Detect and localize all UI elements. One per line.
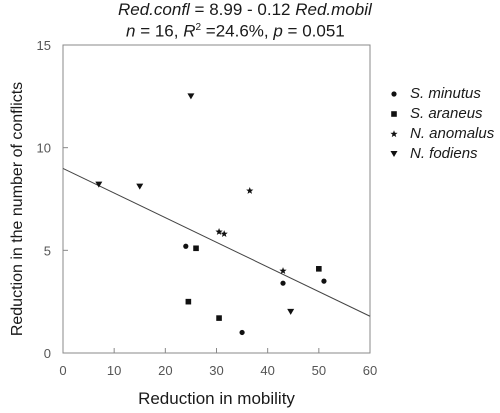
x-tick-label: 60: [363, 363, 377, 378]
regression-equation: Red.confl = 8.99 - 0.12 Red.mobil: [118, 0, 500, 20]
data-point-star: [279, 267, 287, 274]
x-axis-label: Reduction in mobility: [138, 389, 295, 408]
legend-label: S. araneus: [410, 105, 483, 122]
data-point-circle: [239, 329, 245, 336]
stats-n: n: [126, 21, 136, 41]
stats-r-value: =24.6%,: [201, 21, 274, 41]
equation-mid: = 8.99 - 0.12: [189, 0, 296, 19]
legend-label: N. anomalus: [410, 125, 495, 142]
y-tick-label: 5: [44, 243, 51, 258]
regression-line: [62, 167, 371, 317]
data-point-triangle: [95, 181, 103, 188]
star-marker-icon: [390, 130, 398, 138]
data-point-square: [316, 266, 322, 272]
legend-label: N. fodiens: [410, 145, 478, 162]
y-tick-label: 0: [44, 346, 51, 361]
data-point-circle: [280, 280, 286, 286]
x-tick-label: 40: [260, 363, 274, 378]
stats-p: p: [273, 21, 283, 41]
triangle-down-marker-icon: [390, 151, 398, 157]
stats-n-value: = 16,: [135, 21, 184, 41]
data-point-star: [220, 230, 228, 237]
circle-marker-icon: [391, 91, 397, 97]
data-point-star: [215, 228, 223, 235]
equation-lhs: Red.confl: [118, 0, 190, 19]
square-marker-icon: [391, 111, 397, 117]
x-tick-label: 20: [158, 363, 172, 378]
x-tick-label: 0: [59, 363, 66, 378]
y-axis-label: Reduction in the number of conflicts: [9, 82, 26, 336]
x-tick-label: 30: [209, 363, 223, 378]
y-tick-label: 15: [37, 38, 51, 53]
x-tick-label: 50: [312, 363, 326, 378]
data-point-star: [246, 186, 254, 194]
y-tick-label: 10: [37, 141, 51, 156]
stats-r-sup: 2: [195, 22, 202, 33]
data-point-square: [216, 315, 222, 321]
stats-p-value: = 0.051: [282, 21, 345, 41]
stats-r: R: [183, 21, 196, 41]
regression-stats: n = 16, R2 =24.6%, p = 0.051: [126, 18, 500, 42]
equation-rhs: Red.mobil: [295, 0, 372, 19]
data-point-square: [185, 298, 192, 305]
data-point-circle: [321, 278, 327, 284]
data-point-square: [193, 245, 199, 252]
data-point-triangle: [287, 308, 295, 315]
legend-label: S. minutus: [410, 85, 481, 102]
data-point-triangle: [136, 183, 144, 190]
data-point-triangle: [187, 93, 195, 100]
plot-frame: [62, 44, 371, 354]
data-point-circle: [183, 243, 189, 249]
x-tick-label: 10: [107, 363, 121, 378]
